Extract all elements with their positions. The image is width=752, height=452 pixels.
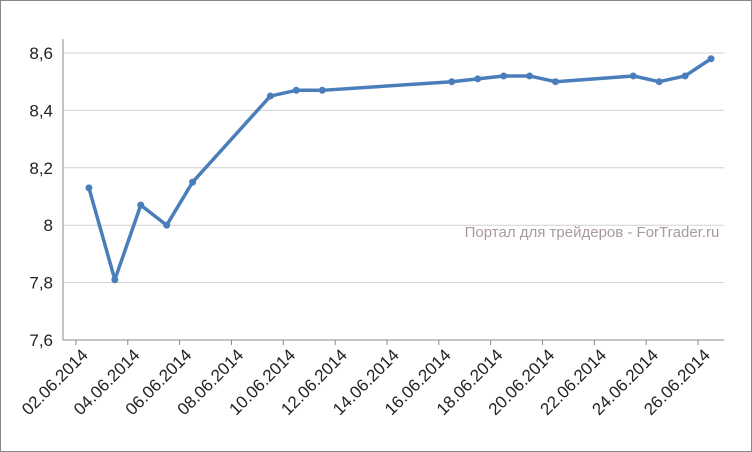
point	[552, 78, 560, 86]
y-tick-label: 8,4	[29, 101, 53, 120]
point	[707, 55, 715, 63]
y-tick-label: 8,2	[29, 159, 53, 178]
point	[292, 86, 300, 94]
point	[526, 72, 534, 80]
y-tick-label: 7,6	[29, 331, 53, 350]
point	[137, 201, 145, 209]
point	[85, 184, 93, 192]
point	[189, 178, 197, 186]
point	[629, 72, 637, 80]
y-tick-label: 7,8	[29, 274, 53, 293]
point	[655, 78, 663, 86]
watermark: Портал для трейдеров - ForTrader.ru	[465, 224, 720, 241]
point	[500, 72, 508, 80]
point	[448, 78, 456, 86]
point	[681, 72, 689, 80]
point	[266, 92, 274, 100]
point	[111, 276, 119, 284]
point	[163, 221, 171, 229]
point	[474, 75, 482, 83]
point	[318, 86, 326, 94]
y-tick-label: 8	[44, 216, 53, 235]
y-tick-label: 8,6	[29, 44, 53, 63]
